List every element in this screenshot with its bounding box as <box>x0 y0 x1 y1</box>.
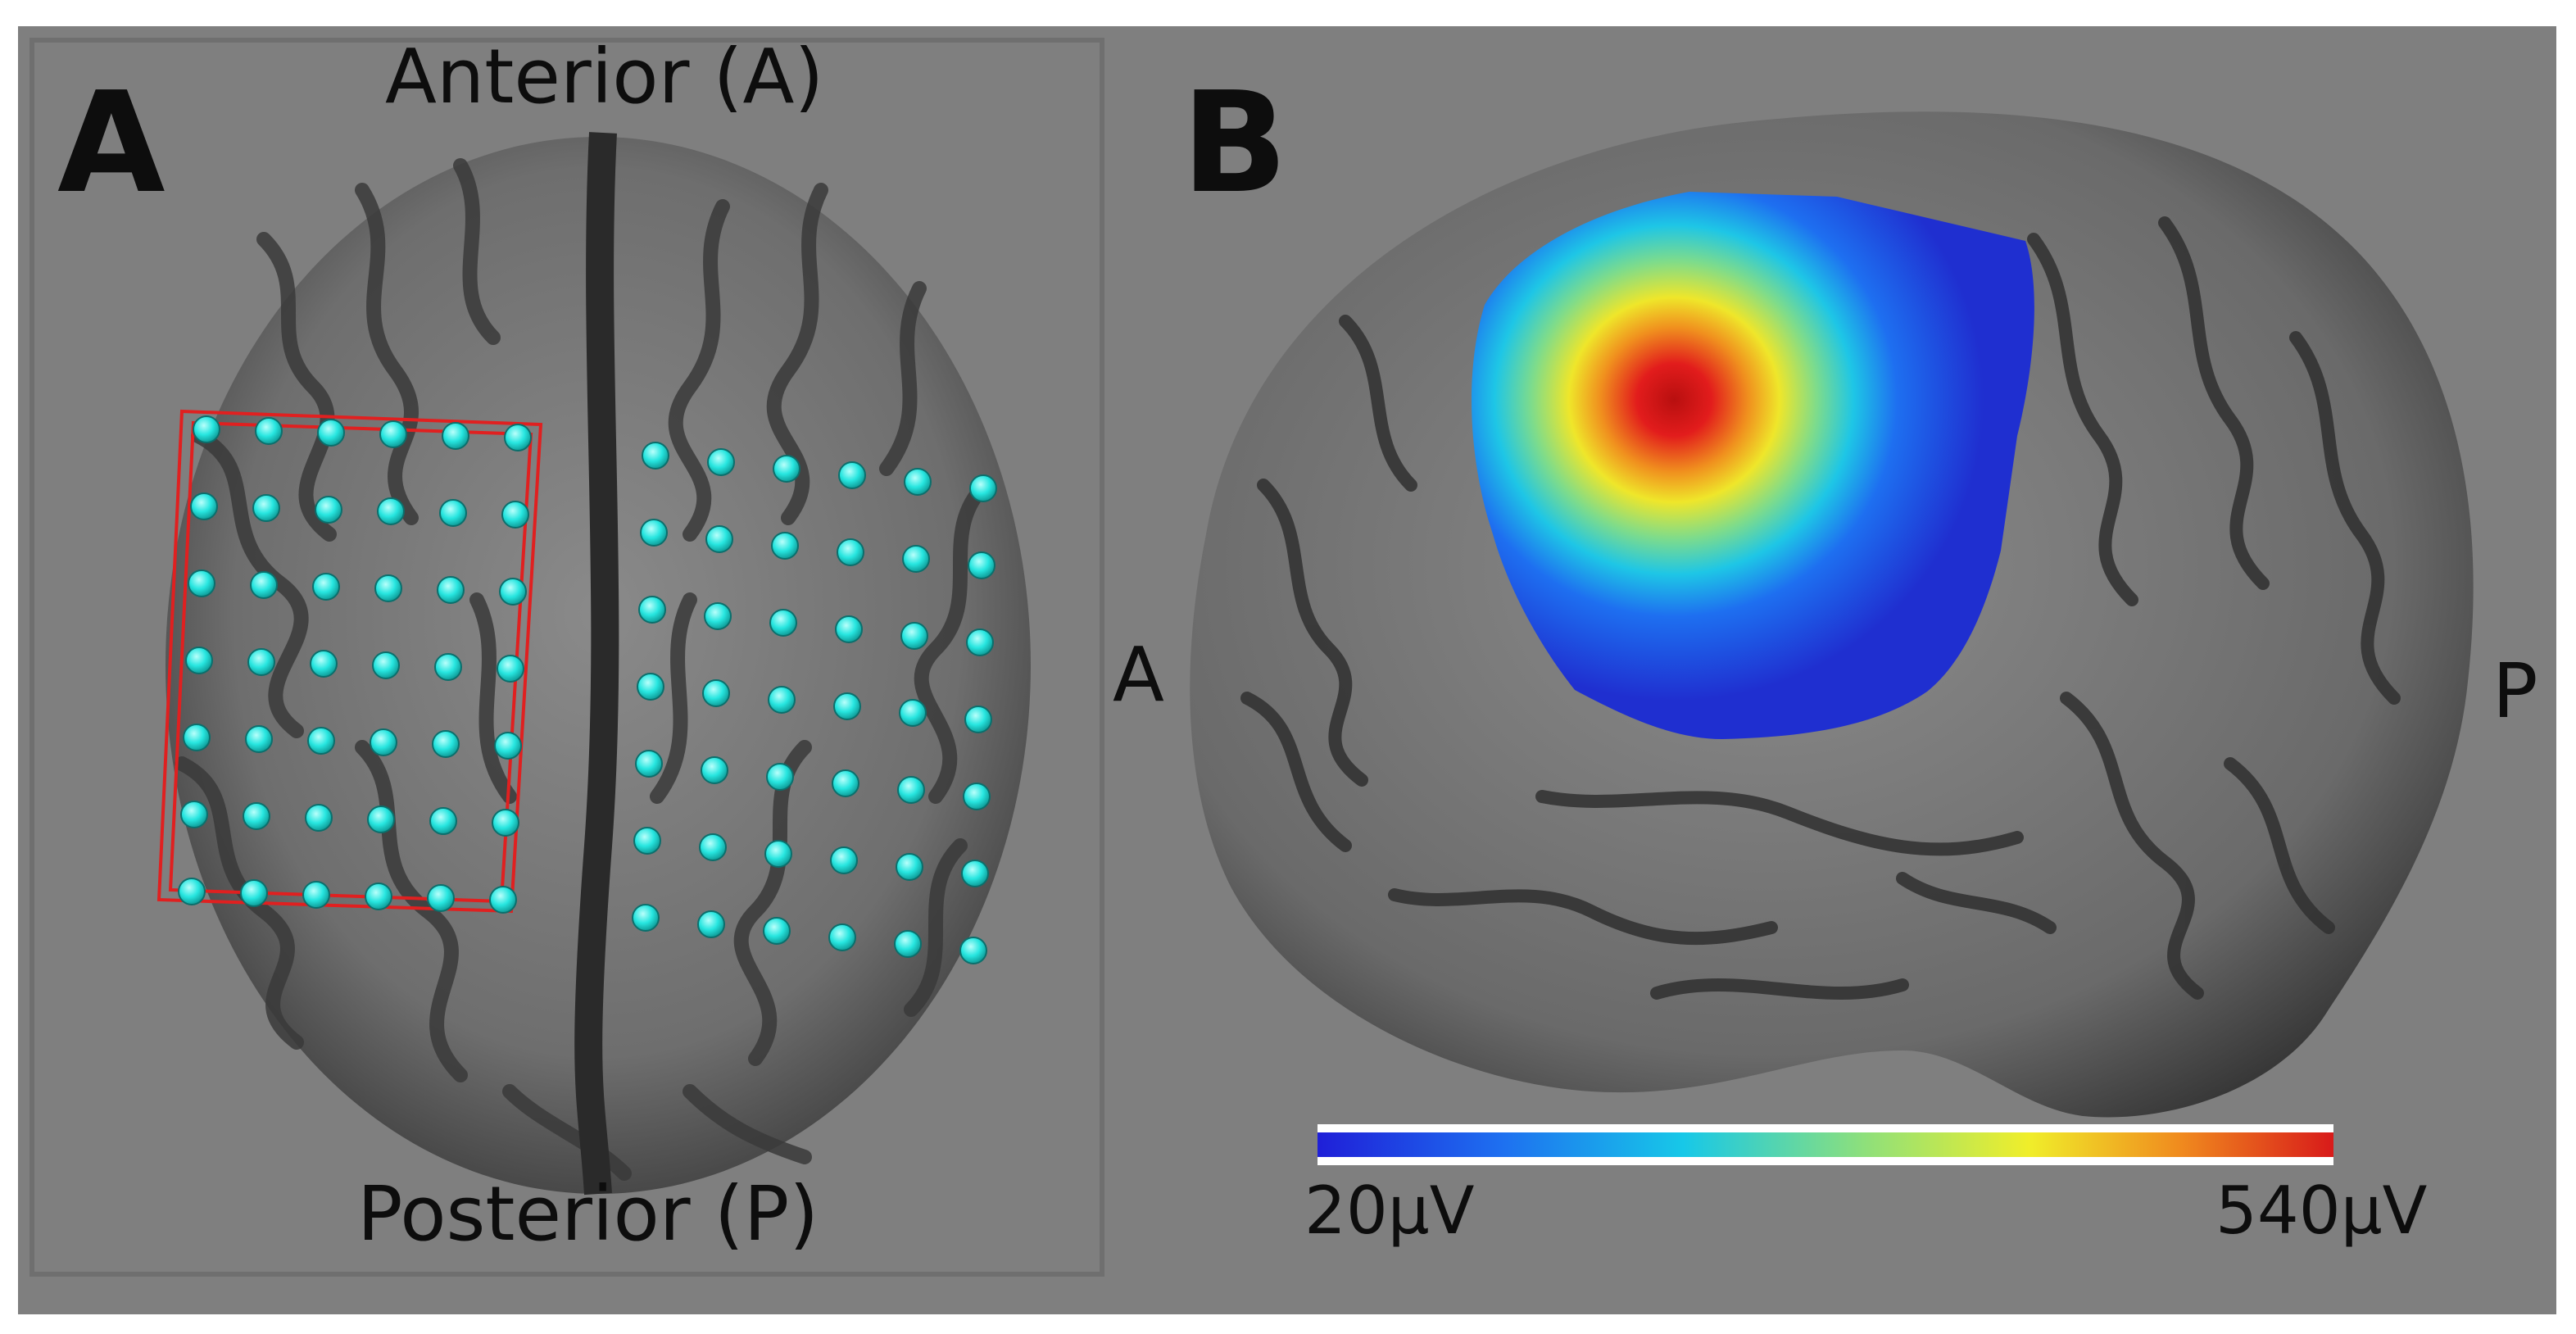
electrode <box>959 937 987 964</box>
electrode <box>178 878 206 905</box>
electrode <box>632 904 660 932</box>
electrode <box>252 494 280 522</box>
electrode <box>504 424 532 451</box>
electrode <box>439 499 467 527</box>
posterior-label: Posterior (P) <box>357 1170 819 1258</box>
electrode <box>966 628 994 656</box>
electrode <box>180 801 208 828</box>
brain-top-view <box>166 132 1031 1196</box>
electrode <box>838 461 866 489</box>
electrode <box>769 609 797 637</box>
electrode <box>240 879 268 907</box>
electrode <box>499 578 527 606</box>
electrode <box>837 538 864 566</box>
electrode <box>830 846 858 874</box>
electrode <box>193 415 220 443</box>
colorbar <box>1317 1124 2333 1165</box>
colorbar-max-label: 540µV <box>2215 1173 2428 1249</box>
electrode <box>701 756 728 784</box>
electrode <box>188 569 215 597</box>
electrode <box>377 497 405 525</box>
electrode <box>190 492 218 520</box>
electrode <box>969 474 997 502</box>
colorbar-min-label: 20µV <box>1304 1173 1475 1249</box>
electrode <box>247 648 275 676</box>
electrode <box>434 653 462 681</box>
figure-graphics <box>156 111 2474 1196</box>
electrode <box>442 422 469 450</box>
electrode <box>697 910 725 938</box>
electrode <box>904 468 932 496</box>
electrode <box>704 602 732 630</box>
electrode <box>250 571 278 599</box>
electrode <box>635 750 663 778</box>
electrode <box>501 501 529 529</box>
activation-heatmap <box>1471 192 2034 739</box>
electrode-array <box>178 415 997 964</box>
electrode <box>766 763 794 791</box>
electrode <box>773 455 800 483</box>
electrode <box>305 804 333 832</box>
electrode <box>897 776 925 804</box>
electrode <box>835 615 863 643</box>
electrode <box>702 679 730 707</box>
electrode <box>429 807 457 835</box>
electrode <box>638 596 666 624</box>
electrode <box>771 532 799 560</box>
electrode <box>968 551 995 579</box>
figure-canvas: A Anterior (A) Posterior (P) B A P 20µV … <box>18 26 2556 1314</box>
electrode <box>427 884 455 912</box>
electrode <box>896 853 923 881</box>
panel-a-frame <box>29 38 1104 1277</box>
electrode <box>372 651 400 679</box>
electrode <box>243 802 270 830</box>
electrode <box>365 883 392 910</box>
electrode <box>374 574 402 602</box>
electrode <box>489 886 517 914</box>
panel-b-letter: B <box>1181 62 1288 225</box>
electrode <box>707 448 735 476</box>
electrode <box>379 420 407 448</box>
electrode <box>902 545 930 573</box>
lateral-posterior-label: P <box>2492 647 2538 735</box>
electrode <box>832 769 859 797</box>
electrode <box>185 647 213 674</box>
electrode <box>900 622 928 650</box>
electrode <box>633 827 661 855</box>
electrode <box>894 930 922 958</box>
electrode <box>315 496 342 524</box>
electrode <box>245 725 273 753</box>
electrode <box>255 417 283 445</box>
anterior-label: Anterior (A) <box>385 33 824 120</box>
electrode <box>699 833 727 861</box>
electrode <box>637 673 664 701</box>
electrode <box>961 860 989 887</box>
electrode <box>764 840 792 868</box>
electrode <box>310 650 338 678</box>
electrode <box>494 732 522 760</box>
electrode <box>367 805 395 833</box>
electrode <box>437 576 465 604</box>
electrode <box>642 442 669 470</box>
electrode <box>302 881 330 909</box>
electrode <box>432 730 460 758</box>
panel-a-letter: A <box>57 62 166 225</box>
electrode <box>963 783 991 810</box>
electrode <box>307 727 335 755</box>
electrode <box>705 525 733 553</box>
electrode <box>640 519 668 547</box>
electrode <box>964 706 992 733</box>
electrode <box>492 809 519 837</box>
electrode <box>763 917 791 945</box>
electrode <box>312 573 340 601</box>
electrode <box>317 419 345 447</box>
electrode <box>183 724 211 751</box>
electrode <box>899 699 927 727</box>
electrode <box>768 686 796 714</box>
electrode <box>497 655 524 683</box>
electrode <box>833 692 861 720</box>
electrode <box>828 923 856 951</box>
electrode <box>370 728 397 756</box>
lateral-anterior-label: A <box>1113 631 1164 719</box>
